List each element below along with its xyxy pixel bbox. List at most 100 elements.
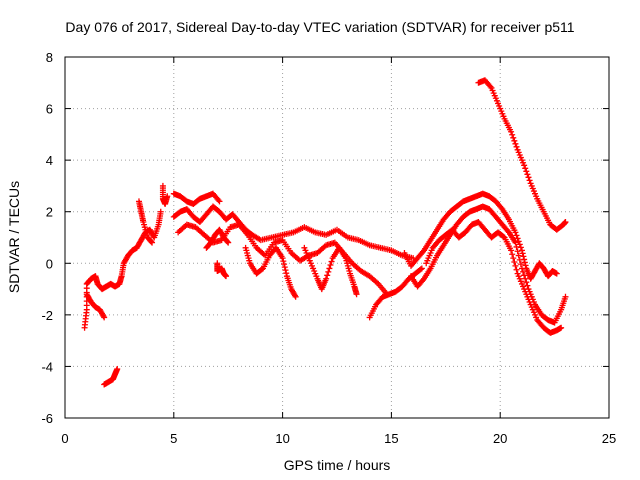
y-tick-label: -4 — [41, 359, 53, 374]
series-arc-8 — [170, 203, 417, 262]
series-arc-14 — [366, 265, 425, 321]
x-axis-label: GPS time / hours — [284, 457, 391, 473]
data-point — [520, 268, 527, 275]
data-point — [498, 204, 505, 211]
data-point — [514, 248, 521, 255]
series-arc-11 — [214, 260, 230, 280]
series-arc-15 — [401, 190, 560, 282]
y-tick-label: -6 — [41, 411, 53, 426]
data-point — [521, 272, 528, 279]
y-tick-label: 2 — [46, 205, 53, 220]
chart-title: Day 076 of 2017, Sidereal Day-to-day VTE… — [65, 19, 574, 35]
data-point — [509, 131, 516, 138]
data-point — [520, 253, 527, 260]
series-arc-12 — [242, 244, 299, 300]
data-point — [504, 228, 511, 235]
data-point — [516, 241, 523, 248]
x-tick-label: 5 — [170, 431, 177, 446]
series-arc-5 — [135, 198, 156, 246]
plot-frame — [64, 56, 610, 419]
y-tick-label: 0 — [46, 256, 53, 271]
data-marks — [81, 77, 569, 388]
data-point — [224, 238, 231, 245]
data-point — [524, 282, 531, 289]
data-point — [100, 313, 107, 320]
series-arc-6 — [159, 182, 171, 207]
data-point — [148, 238, 155, 245]
data-point — [513, 243, 520, 250]
series-arc-18 — [475, 77, 569, 233]
data-point — [513, 143, 520, 150]
data-point — [514, 235, 521, 242]
data-point — [513, 266, 520, 273]
data-point — [328, 258, 335, 265]
data-point — [523, 168, 530, 175]
series-arc-16 — [407, 203, 569, 326]
series-arc-1 — [81, 273, 125, 331]
data-point — [487, 83, 494, 90]
data-point — [324, 272, 331, 279]
data-point — [101, 314, 108, 321]
data-point — [518, 265, 525, 272]
data-point — [157, 208, 164, 215]
data-point — [215, 197, 222, 204]
data-point — [325, 268, 332, 275]
data-point — [517, 261, 524, 268]
x-tick-label: 15 — [384, 431, 398, 446]
data-point — [510, 255, 517, 262]
data-point — [283, 270, 290, 277]
series-arc-10 — [203, 226, 232, 251]
data-point — [522, 262, 529, 269]
data-point — [522, 165, 529, 172]
data-point — [523, 279, 530, 286]
data-point — [558, 324, 565, 331]
data-point — [518, 247, 525, 254]
data-point — [418, 265, 425, 272]
data-point — [279, 255, 286, 262]
data-point — [521, 162, 528, 169]
data-point — [513, 232, 520, 239]
data-point — [281, 264, 288, 271]
data-point — [323, 275, 330, 282]
grid — [65, 57, 609, 418]
data-point — [417, 266, 424, 273]
data-point — [114, 366, 121, 373]
data-point — [326, 265, 333, 272]
y-tick-label: 4 — [46, 153, 53, 168]
data-point — [553, 270, 560, 277]
data-point — [327, 262, 334, 269]
data-point — [511, 258, 518, 265]
series-arc-3 — [101, 366, 121, 388]
data-point — [562, 219, 569, 226]
y-tick-label: 6 — [46, 102, 53, 117]
data-point — [524, 171, 531, 178]
data-point — [526, 177, 533, 184]
y-tick-label: 8 — [46, 50, 53, 65]
data-point — [292, 293, 299, 300]
data-point — [512, 229, 519, 236]
data-point — [258, 266, 265, 273]
x-tick-label: 10 — [275, 431, 289, 446]
data-point — [512, 239, 519, 246]
data-point — [521, 259, 528, 266]
series-arc-2 — [83, 291, 108, 321]
data-point — [562, 293, 569, 300]
data-point — [519, 250, 526, 257]
data-point — [515, 252, 522, 259]
data-point — [508, 247, 515, 254]
data-point — [419, 248, 426, 255]
data-point — [522, 275, 529, 282]
data-point — [516, 256, 523, 263]
series-arc-13 — [301, 244, 360, 298]
data-point — [149, 239, 156, 246]
x-tick-label: 25 — [602, 431, 616, 446]
data-point — [512, 140, 519, 147]
data-point — [281, 261, 288, 268]
data-point — [500, 233, 507, 240]
x-tick-label: 20 — [493, 431, 507, 446]
series-arc-17 — [423, 219, 565, 336]
data-point — [164, 193, 171, 200]
data-point — [225, 239, 232, 246]
series-arc-4 — [118, 208, 164, 280]
